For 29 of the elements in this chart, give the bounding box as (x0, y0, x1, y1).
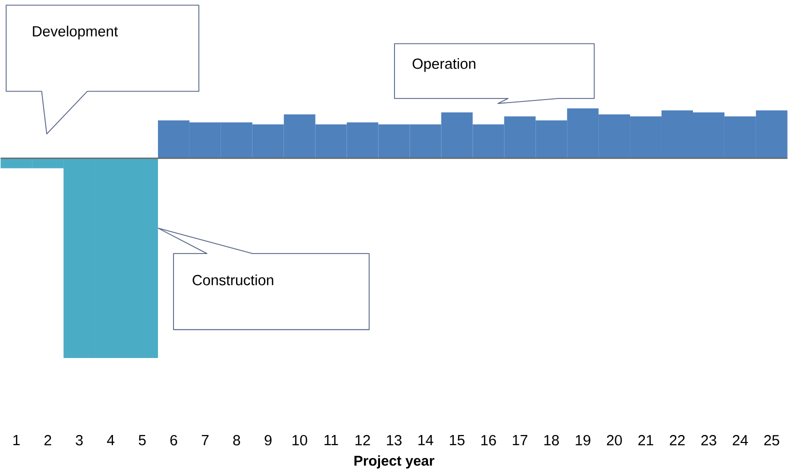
x-tick-label: 10 (292, 434, 308, 446)
text: Development (32, 26, 118, 40)
x-tick-label: 20 (606, 434, 622, 446)
x-tick-label: 1 (13, 434, 20, 445)
x-tick-label: 2 (44, 434, 52, 446)
x-tick-label: 4 (107, 434, 114, 445)
annotation: Construction (192, 274, 274, 286)
x-tick-label: 25 (764, 434, 780, 446)
x-tick-label: 17 (512, 434, 528, 445)
x-tick-label: 5 (138, 434, 146, 446)
x-tick-label: 19 (576, 434, 590, 446)
x-tick-label: 21 (638, 434, 654, 446)
text: Operation (412, 58, 476, 72)
x-tick-label: 22 (670, 434, 685, 446)
x-tick-label: 11 (324, 434, 338, 445)
x-tick-label: 3 (76, 434, 83, 446)
x-tick-label: 13 (386, 434, 402, 446)
x-axis-title: Project year (354, 455, 434, 468)
x-tick-label: 24 (732, 434, 748, 446)
x-tick-label: 23 (701, 434, 716, 446)
x-tick-label: 7 (202, 434, 209, 445)
x-tick-label: 6 (170, 434, 178, 446)
x-tick-label: 18 (544, 434, 559, 446)
x-tick-label: 16 (481, 434, 496, 446)
x-tick-label: 14 (418, 434, 434, 445)
x-tick-label: 8 (233, 434, 240, 446)
x-tick-label: 9 (264, 434, 272, 446)
x-tick-label: 12 (355, 434, 370, 446)
x-tick-label: 15 (450, 434, 464, 446)
